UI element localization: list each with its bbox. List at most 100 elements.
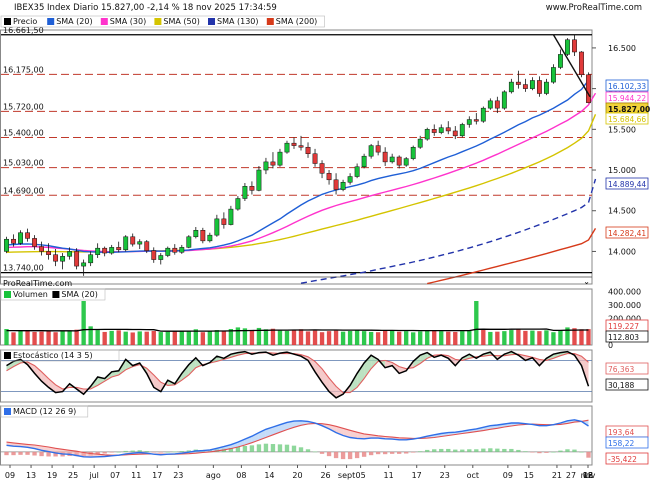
volume-bar bbox=[95, 330, 100, 345]
candle-body bbox=[151, 250, 157, 260]
candle-body bbox=[25, 232, 30, 239]
macd-histogram-bar bbox=[558, 450, 563, 452]
price-label-4: SMA (130) bbox=[217, 17, 259, 26]
volume-bar bbox=[361, 331, 367, 345]
volume-bar bbox=[572, 328, 577, 345]
candle-body bbox=[228, 208, 234, 225]
macd-histogram-bar bbox=[544, 451, 549, 453]
volume-bar bbox=[460, 331, 465, 345]
macd-histogram-bar bbox=[354, 451, 360, 459]
volume-bar bbox=[544, 330, 549, 345]
stochastic-swatch-0 bbox=[4, 352, 11, 359]
macd-histogram-bar bbox=[432, 449, 437, 452]
macd-last-tag-2-box bbox=[605, 452, 649, 465]
price-legend-box bbox=[0, 15, 325, 28]
volume-bar bbox=[53, 332, 58, 345]
stochastic-fill bbox=[6, 361, 14, 371]
candle-body bbox=[515, 81, 521, 85]
candle-body bbox=[193, 230, 199, 238]
stochastic-fill bbox=[181, 364, 189, 381]
volume-bar bbox=[46, 330, 51, 345]
macd-histogram-bar bbox=[368, 451, 374, 456]
candle-body bbox=[522, 84, 528, 89]
candle-body bbox=[579, 51, 584, 76]
price-swatch-3 bbox=[154, 18, 162, 25]
macd-histogram-bar bbox=[347, 451, 353, 460]
series-line-macd-signal bbox=[6, 419, 589, 456]
x-tick-label-14: sept bbox=[338, 471, 355, 480]
x-tick-label-27: 18 bbox=[583, 471, 593, 480]
candle-body bbox=[473, 119, 479, 122]
macd-fill bbox=[265, 427, 273, 438]
price-swatch-2 bbox=[100, 18, 108, 25]
macd-last-tag-1-box bbox=[605, 436, 649, 449]
volume-bar bbox=[389, 330, 395, 345]
stochastic-fill bbox=[188, 357, 196, 375]
x-tick-label-19: oct bbox=[467, 471, 479, 480]
volume-bar bbox=[200, 332, 206, 345]
candle-body bbox=[291, 142, 297, 146]
candle-body bbox=[81, 262, 87, 267]
macd-legend-box bbox=[0, 405, 89, 418]
price-last-tag-4-box bbox=[605, 177, 649, 190]
price-last-tag-4: 14.889,44 bbox=[608, 180, 646, 189]
series-line-stochastic-d bbox=[6, 352, 589, 394]
volume-bar bbox=[25, 331, 30, 345]
volume-bar bbox=[130, 332, 135, 345]
candle-body bbox=[319, 163, 325, 174]
macd-histogram-bar bbox=[305, 449, 311, 452]
volume-bar bbox=[214, 330, 220, 345]
x-tick-label-1: 13 bbox=[26, 471, 36, 480]
volume-label-0: Volumen bbox=[13, 290, 48, 299]
candle-body bbox=[487, 100, 493, 109]
price-level-label-5: 14.690,00 bbox=[3, 186, 44, 195]
candle-body bbox=[572, 39, 577, 53]
volume-bar bbox=[144, 331, 149, 345]
macd-histogram-bar bbox=[579, 451, 584, 453]
price-last-tag-0-box bbox=[605, 79, 649, 92]
site-url[interactable]: www.ProRealTime.com bbox=[545, 3, 642, 13]
volume-last-tag-0: 119.227 bbox=[608, 322, 639, 331]
price-swatch-0 bbox=[4, 18, 11, 25]
volume-bar bbox=[530, 330, 535, 345]
volume-bar bbox=[516, 329, 521, 345]
volume-bar bbox=[284, 330, 290, 345]
x-tick-label-12: 20 bbox=[292, 471, 302, 480]
candle-body bbox=[207, 234, 213, 242]
candle-body bbox=[417, 138, 423, 148]
candle-body bbox=[347, 176, 353, 183]
candle-body bbox=[284, 142, 290, 153]
x-tick-label-22: 21 bbox=[552, 471, 562, 480]
macd-histogram-bar bbox=[18, 451, 23, 455]
volume-bar bbox=[425, 330, 430, 345]
volume-tick-label-2: 200.000 bbox=[608, 314, 641, 323]
stochastic-last-tag-0-box bbox=[605, 362, 649, 375]
volume-bar bbox=[242, 328, 248, 345]
volume-bar bbox=[235, 327, 241, 345]
candle-body bbox=[144, 241, 150, 251]
x-tick-label-4: jul bbox=[88, 471, 99, 480]
macd-histogram-bar bbox=[530, 451, 535, 453]
volume-bar bbox=[340, 331, 346, 345]
price-panel-frame bbox=[0, 29, 593, 285]
macd-histogram-bar bbox=[326, 451, 332, 457]
macd-histogram-bar bbox=[460, 449, 465, 452]
macd-histogram-bar bbox=[284, 444, 290, 452]
volume-bar bbox=[502, 331, 507, 345]
volume-bar bbox=[18, 330, 23, 345]
volume-bar bbox=[179, 331, 184, 345]
candle-body bbox=[543, 81, 549, 94]
candle-body bbox=[375, 145, 381, 153]
macd-swatch-0 bbox=[4, 408, 11, 415]
candle-body bbox=[158, 255, 164, 260]
volume-swatch-0 bbox=[4, 291, 11, 298]
candle-body bbox=[235, 198, 241, 210]
macd-panel-frame bbox=[0, 405, 593, 466]
macd-histogram-bar bbox=[151, 451, 156, 453]
macd-histogram-bar bbox=[263, 443, 269, 452]
macd-histogram-bar bbox=[453, 449, 458, 452]
macd-histogram-bar bbox=[551, 451, 556, 453]
volume-bar bbox=[277, 330, 283, 345]
series-line-sma50 bbox=[6, 114, 597, 253]
